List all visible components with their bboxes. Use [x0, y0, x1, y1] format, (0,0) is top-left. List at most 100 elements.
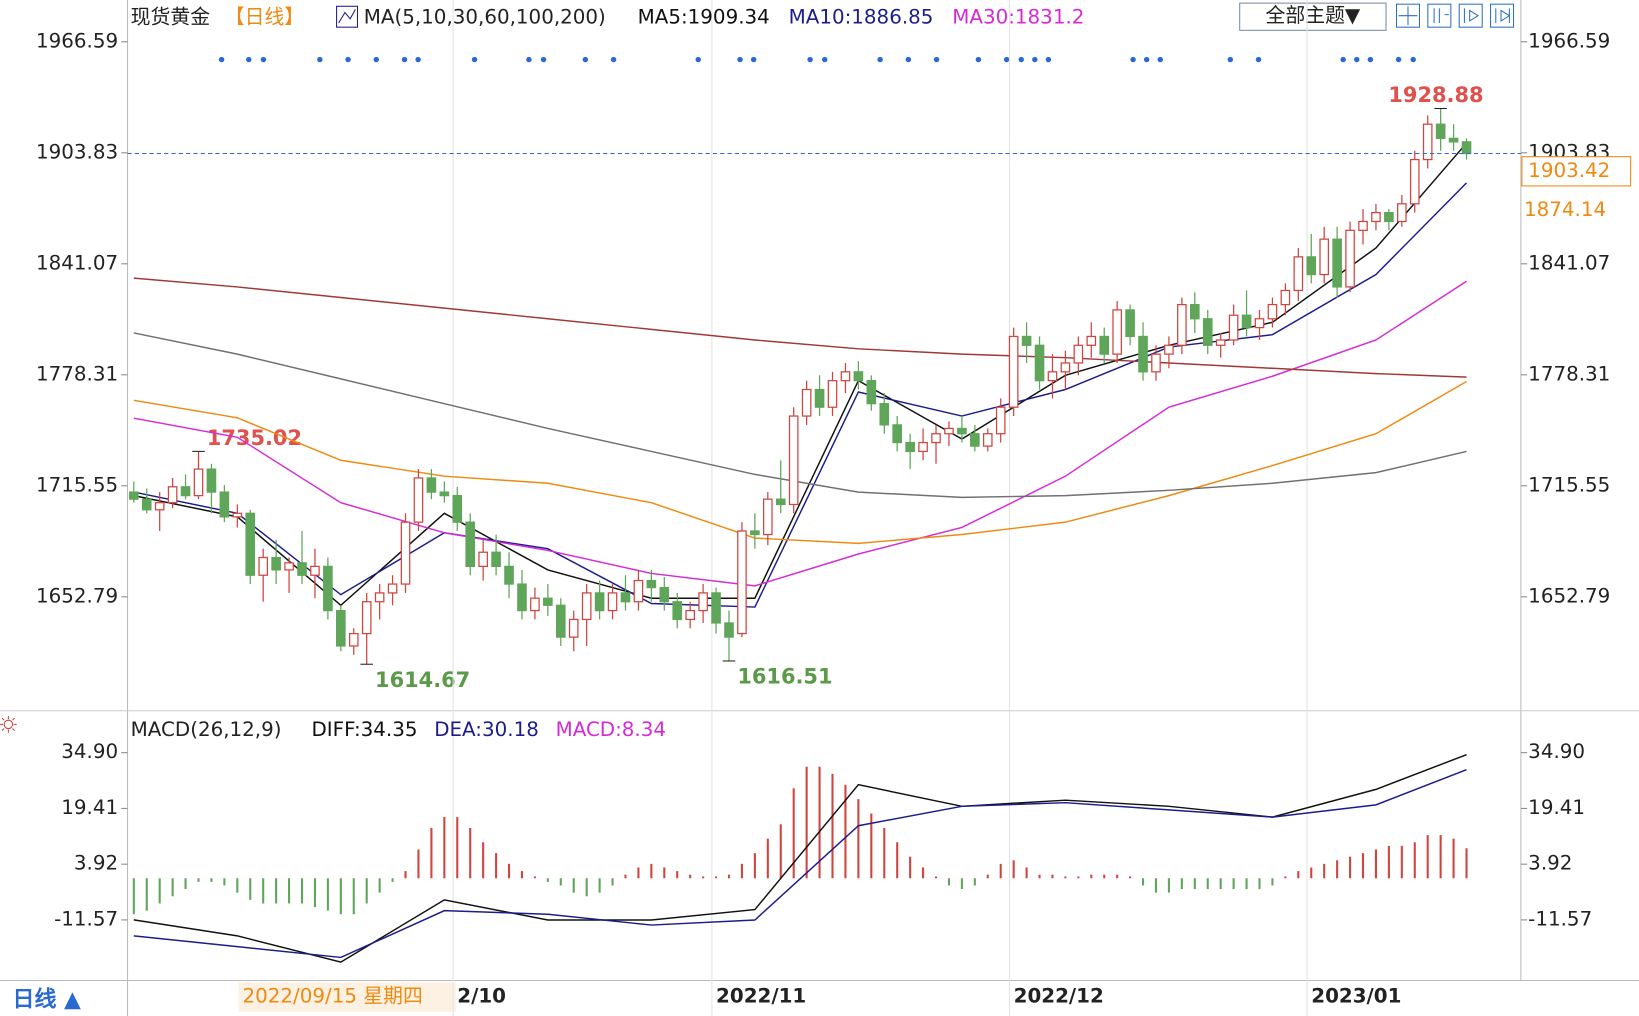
candle-body	[763, 498, 773, 536]
signal-dot	[415, 56, 421, 63]
y-tick-label: 1841.07	[36, 251, 118, 274]
candle-body	[400, 521, 411, 585]
candle-body	[323, 565, 333, 612]
y-tick-label-right: 1966.59	[1528, 29, 1610, 52]
signal-dot	[610, 56, 617, 63]
y-tick-label-right: 1841.07	[1528, 251, 1610, 274]
settings-icon[interactable]	[0, 716, 17, 733]
x-tick-label: 2022/12	[1014, 985, 1104, 1008]
candle-body	[1189, 303, 1200, 320]
candle-body	[167, 486, 178, 504]
period-label: 【日线】	[225, 5, 304, 28]
candle-body	[258, 556, 269, 576]
candle-body	[1435, 123, 1446, 139]
signal-dot	[1003, 56, 1010, 63]
period-button-label[interactable]: 日线 ▲	[13, 986, 82, 1012]
candle-body	[646, 579, 657, 589]
candle-body	[1125, 309, 1135, 338]
candle-body	[1228, 314, 1239, 341]
macd-title: MACD(26,12,9)	[131, 718, 282, 741]
signal-dot	[246, 56, 252, 63]
signal-dot	[822, 56, 828, 63]
candle-body	[698, 592, 708, 612]
candle-body	[439, 491, 450, 497]
signal-dot	[373, 56, 380, 63]
ma-line	[133, 280, 1467, 587]
candle-body	[1034, 344, 1045, 382]
candle-body	[814, 388, 825, 408]
macd-legend-item: MACD:8.34	[556, 718, 666, 741]
indicator-icon[interactable]	[336, 5, 359, 28]
macd-tick-label: -11.57	[54, 907, 118, 930]
toolbar-icons[interactable]	[1395, 3, 1515, 28]
signal-dot	[1143, 56, 1150, 63]
candle-body	[154, 502, 165, 511]
signal-dot	[737, 56, 743, 63]
y-tick-label: 1652.79	[36, 584, 118, 607]
candle-body	[1241, 314, 1252, 329]
candle-body	[1345, 229, 1355, 288]
candle-body	[788, 415, 799, 506]
signal-dot	[695, 56, 701, 63]
candle-body	[555, 604, 566, 638]
x-tick-label: 2022/11	[716, 985, 806, 1008]
candle-body	[310, 565, 320, 576]
candle-body	[672, 601, 683, 621]
candle-body	[1306, 256, 1317, 276]
signal-dot	[1395, 56, 1402, 63]
candle-body	[1280, 289, 1291, 306]
candle-body	[750, 530, 760, 536]
candle-body	[685, 609, 695, 621]
candle-body	[1021, 335, 1032, 346]
candle-body	[1371, 212, 1381, 223]
theme-button[interactable]: 全部主题▼	[1239, 2, 1387, 31]
candle-body	[1293, 256, 1304, 292]
candle-body	[1358, 220, 1368, 231]
low-high-label: 1614.67	[375, 668, 470, 692]
candle-body	[284, 562, 294, 571]
candle-body	[426, 477, 437, 493]
candle-body	[633, 579, 644, 603]
candle-body	[530, 597, 540, 612]
current-price-label: 1903.42	[1528, 159, 1610, 182]
candle-body	[840, 371, 851, 382]
candle-body	[504, 565, 514, 585]
candle-body	[1060, 362, 1071, 373]
period-button[interactable]: 日线 ▲	[13, 986, 82, 1012]
candle-body	[491, 551, 501, 567]
candle-body	[517, 583, 527, 612]
signal-dot	[1018, 56, 1024, 63]
signal-dot	[1354, 56, 1360, 63]
candle-body	[970, 433, 980, 447]
low-high-label: 1616.51	[737, 665, 832, 689]
ma-legend-item: MA5:1909.34	[638, 5, 770, 28]
candle-body	[995, 406, 1006, 435]
candle-body	[452, 494, 463, 523]
macd-tick-label-right: -11.57	[1528, 907, 1592, 930]
candle-body	[219, 491, 230, 518]
ma-line	[133, 277, 1467, 378]
signal-dot	[260, 56, 267, 63]
candle-body	[543, 597, 553, 606]
candle-body	[1384, 212, 1394, 223]
theme-button-label[interactable]: 全部主题▼	[1266, 4, 1361, 27]
candle-body	[866, 380, 877, 405]
candle-body	[801, 388, 812, 417]
macd-tick-label-right: 34.90	[1528, 740, 1585, 763]
macd-tick-label-right: 3.92	[1528, 852, 1572, 875]
candle-body	[607, 592, 618, 612]
signal-dot	[401, 56, 408, 63]
signal-dot	[933, 56, 940, 63]
y-tick-label: 1903.83	[36, 140, 118, 163]
candle-body	[659, 586, 670, 603]
signal-dot	[975, 56, 982, 63]
signal-dot	[540, 56, 547, 63]
signal-dot	[1367, 56, 1374, 63]
macd-tick-label: 3.92	[74, 852, 118, 875]
ma-legend-item: MA30:1831.2	[952, 5, 1084, 28]
candle-body	[568, 618, 579, 638]
y-tick-label: 1715.55	[36, 473, 118, 496]
ma-line	[133, 182, 1468, 608]
signal-dot	[218, 56, 225, 63]
candle-body	[1448, 137, 1459, 143]
